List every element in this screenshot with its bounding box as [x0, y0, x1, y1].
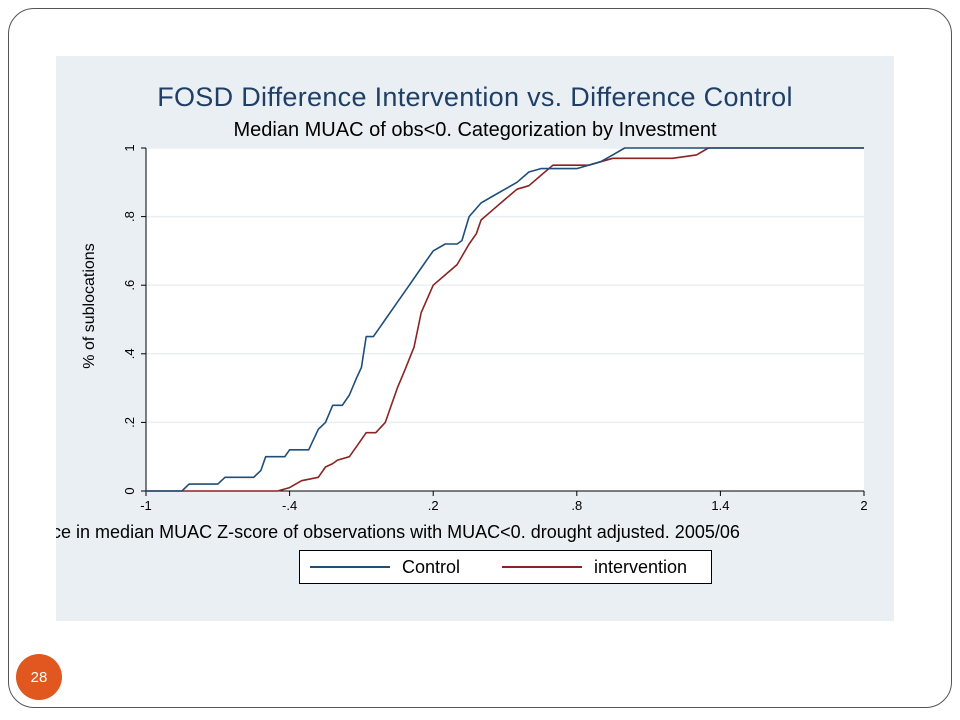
plot-area	[146, 148, 864, 491]
legend-item-intervention: intervention	[502, 551, 687, 583]
x-tick-label-3: .8	[571, 498, 582, 513]
y-tick-label-2: .4	[122, 348, 137, 359]
legend-label-intervention: intervention	[594, 556, 688, 577]
series-line-control	[146, 147, 864, 492]
x-tick-label-2: .2	[428, 498, 439, 513]
x-tick-label-4: 1.4	[711, 498, 729, 513]
x-axis-label: erence in median MUAC Z-score of observa…	[56, 522, 740, 542]
legend: Control intervention	[299, 550, 712, 584]
x-tick-label-1: -.4	[282, 498, 297, 513]
x-tick-label-0: -1	[140, 498, 152, 513]
legend-label-control: Control	[402, 556, 461, 577]
page-number-badge: 28	[16, 654, 62, 700]
chart-subtitle: Median MUAC of obs<0. Categorization by …	[233, 119, 717, 141]
chart-plot: 0 .2 .4 .6 .8 1 -1 -.4 .2 .8 1.4 2	[122, 144, 868, 513]
chart-title: FOSD Difference Intervention vs. Differe…	[157, 82, 793, 112]
legend-swatch-control	[310, 566, 390, 568]
x-tick-label-5: 2	[860, 498, 867, 513]
y-tick-label-1: .2	[122, 417, 137, 428]
y-tick-label-3: .6	[122, 280, 137, 291]
legend-swatch-intervention	[502, 566, 582, 568]
legend-item-control: Control	[310, 551, 460, 583]
chart-panel: 0 .2 .4 .6 .8 1 -1 -.4 .2 .8 1.4 2 FOSD Difference …	[56, 56, 894, 621]
y-tick-label-4: .8	[122, 211, 137, 222]
y-tick-label-0: 0	[122, 487, 137, 494]
y-axis-label: % of sublocations	[81, 243, 98, 369]
y-tick-label-5: 1	[122, 144, 137, 151]
